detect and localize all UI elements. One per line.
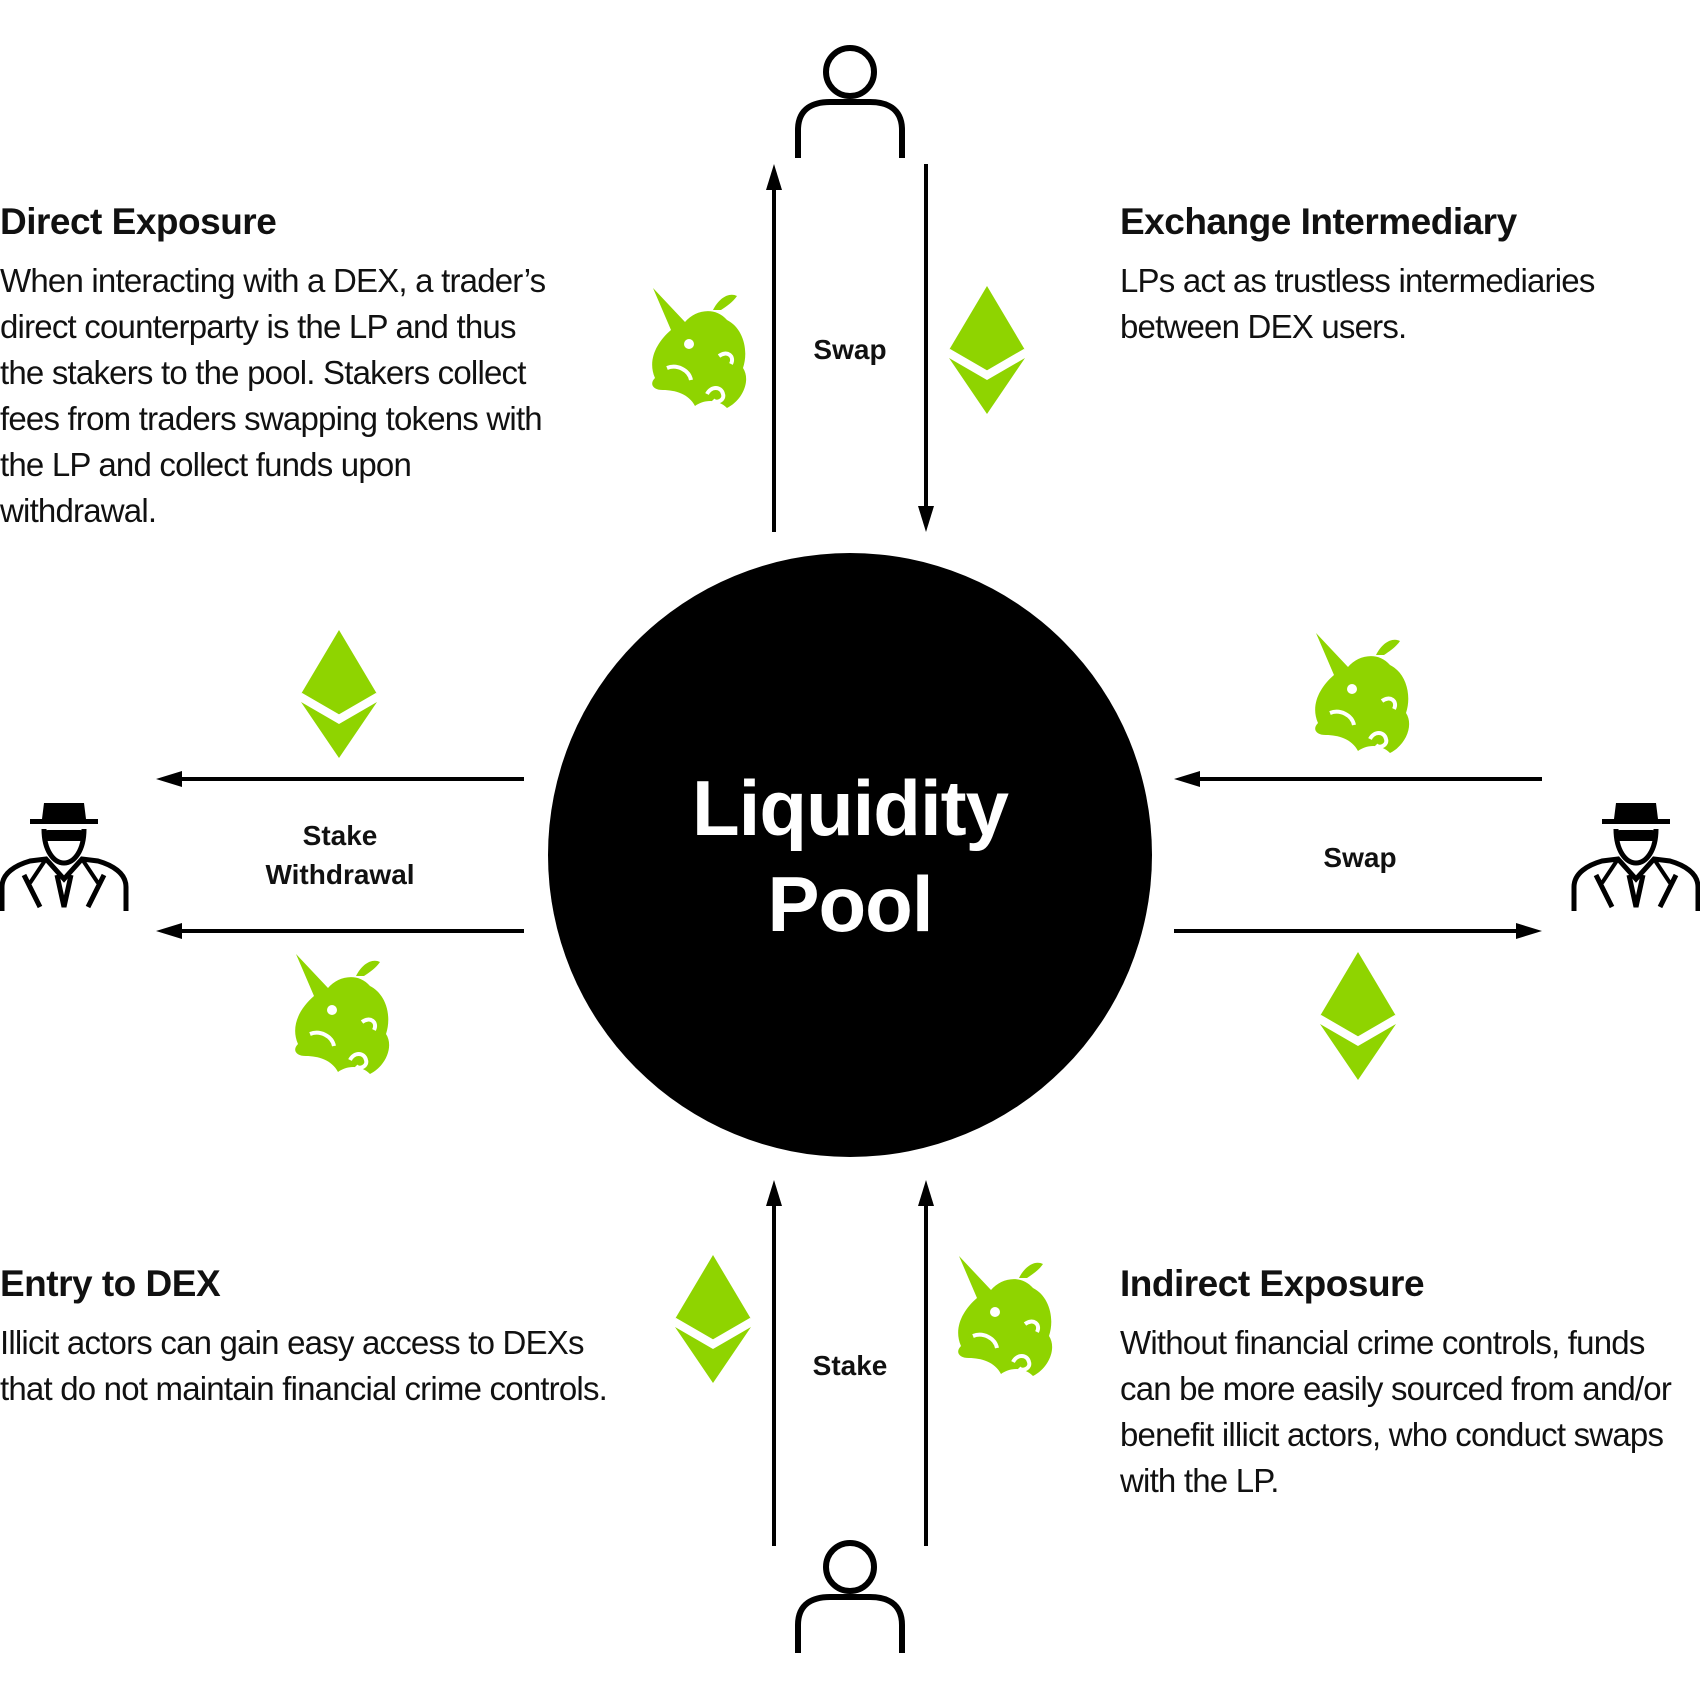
- flow-label-right: Swap: [1323, 842, 1397, 873]
- arrow-left-lower: [156, 923, 524, 939]
- flow-label-left-line1: Stake: [302, 820, 378, 851]
- section-entry-to-dex: Entry to DEX Illicit actors can gain eas…: [0, 1262, 640, 1412]
- spy-icon-left: [2, 803, 126, 911]
- section-body: When interacting with a DEX, a trader’s …: [0, 262, 546, 530]
- section-body: Without financial crime controls, funds …: [1120, 1324, 1672, 1500]
- ethereum-icon-bottom: [673, 1253, 753, 1385]
- flow-label-left: Stake Withdrawal: [230, 816, 450, 894]
- arrow-bottom-up-left: [766, 1180, 782, 1546]
- pool-title-line1: Liquidity: [692, 764, 1009, 852]
- user-icon-bottom: [798, 1543, 902, 1653]
- section-exchange-intermediary: Exchange Intermediary LPs act as trustle…: [1120, 200, 1700, 350]
- arrow-right-inbound: [1174, 771, 1542, 787]
- unicorn-icon-left: [293, 952, 392, 1076]
- arrow-top-down: [918, 164, 934, 532]
- arrow-bottom-up-right: [918, 1180, 934, 1546]
- unicorn-icon-right: [1313, 631, 1412, 755]
- section-title: Exchange Intermediary: [1120, 201, 1517, 242]
- ethereum-icon-right: [1318, 950, 1398, 1082]
- section-body: LPs act as trustless intermediaries betw…: [1120, 262, 1595, 346]
- section-title: Entry to DEX: [0, 1263, 221, 1304]
- section-body: Illicit actors can gain easy access to D…: [0, 1324, 608, 1408]
- arrow-left-upper: [156, 771, 524, 787]
- arrow-top-up: [766, 164, 782, 532]
- section-title: Direct Exposure: [0, 201, 277, 242]
- flow-label-left-line2: Withdrawal: [265, 859, 415, 890]
- unicorn-icon-top: [650, 286, 749, 410]
- section-indirect-exposure: Indirect Exposure Without financial crim…: [1120, 1262, 1700, 1504]
- user-icon-top: [798, 48, 902, 158]
- ethereum-icon-top: [947, 284, 1027, 416]
- pool-title-line2: Pool: [767, 860, 934, 948]
- flow-label-top: Swap: [813, 334, 887, 365]
- unicorn-icon-bottom: [956, 1254, 1055, 1378]
- section-direct-exposure: Direct Exposure When interacting with a …: [0, 200, 560, 534]
- ethereum-icon-left: [299, 628, 379, 760]
- pool-title: Liquidity Pool: [620, 760, 1080, 952]
- flow-label-bottom: Stake: [812, 1350, 888, 1381]
- arrow-right-outbound: [1174, 923, 1542, 939]
- section-title: Indirect Exposure: [1120, 1263, 1425, 1304]
- liquidity-pool-circle: [548, 553, 1152, 1157]
- spy-icon-right: [1574, 803, 1698, 911]
